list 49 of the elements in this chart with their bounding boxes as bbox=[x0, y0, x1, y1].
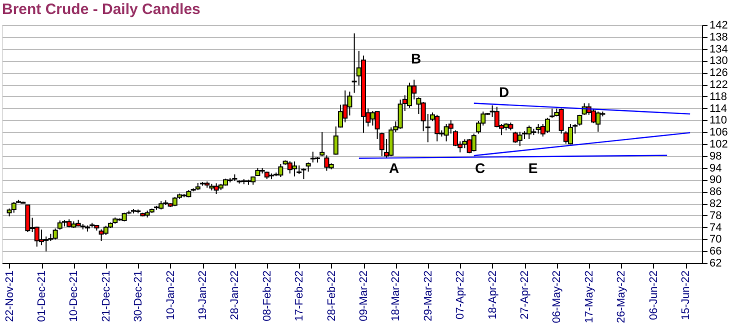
y-tick-label: 110 bbox=[710, 114, 728, 127]
y-tick-label: 130 bbox=[710, 55, 728, 68]
x-tick-label: 19-Jan-22 bbox=[197, 270, 209, 320]
y-tick-label: 126 bbox=[710, 67, 728, 80]
y-tick-label: 94 bbox=[710, 162, 722, 174]
x-tick-label: 08-Feb-22 bbox=[261, 270, 274, 322]
y-tick-label: 78 bbox=[710, 210, 722, 222]
y-tick-label: 98 bbox=[710, 150, 722, 162]
chart-title: Brent Crude - Daily Candles bbox=[2, 1, 200, 18]
y-tick-label: 134 bbox=[710, 43, 728, 56]
annotation: C bbox=[474, 160, 486, 176]
x-tick-label: 06-May-22 bbox=[551, 270, 564, 324]
x-tick-label: 26-May-22 bbox=[616, 270, 628, 324]
x-tick-label: 09-Mar-22 bbox=[358, 270, 370, 322]
x-tick-label: 28-Jan-22 bbox=[229, 270, 242, 320]
x-tick-label: 27-Apr-22 bbox=[519, 270, 531, 320]
x-tick-label: 18-Apr-22 bbox=[486, 270, 499, 320]
x-tick-label: 17-Feb-22 bbox=[294, 270, 306, 322]
annotation: B bbox=[410, 50, 422, 66]
x-tick-label: 21-Dec-21 bbox=[100, 270, 112, 322]
annotation: D bbox=[498, 84, 510, 100]
y-tick-label: 90 bbox=[710, 174, 722, 186]
x-tick-label: 01-Dec-21 bbox=[36, 270, 48, 322]
y-tick-label: 66 bbox=[710, 246, 722, 258]
x-tick-label: 22-Nov-21 bbox=[4, 270, 16, 322]
y-tick-label: 102 bbox=[710, 138, 728, 150]
y-tick-label: 62 bbox=[710, 258, 722, 270]
x-tick-label: 30-Dec-21 bbox=[132, 270, 145, 322]
x-tick-label: 28-Feb-22 bbox=[326, 270, 338, 322]
y-tick-label: 70 bbox=[710, 234, 722, 246]
y-tick-label: 82 bbox=[710, 198, 722, 210]
x-tick-label: 07-Apr-22 bbox=[454, 270, 467, 320]
x-tick-label: 15-Jun-22 bbox=[680, 270, 692, 320]
x-tick-label: 17-May-22 bbox=[583, 270, 596, 324]
annotation: E bbox=[528, 160, 538, 176]
x-tick-label: 10-Jan-22 bbox=[164, 270, 177, 320]
y-tick-label: 118 bbox=[710, 90, 728, 103]
x-tick-label: 10-Dec-21 bbox=[68, 270, 80, 322]
x-tick-label: 06-Jun-22 bbox=[648, 270, 660, 320]
y-tick-label: 142 bbox=[710, 20, 728, 32]
y-tick-label: 74 bbox=[710, 222, 722, 234]
y-tick-label: 106 bbox=[710, 126, 728, 139]
y-tick-label: 122 bbox=[710, 79, 728, 91]
x-tick-label: 18-Mar-22 bbox=[390, 270, 402, 322]
x-tick-label: 29-Mar-22 bbox=[422, 270, 434, 322]
y-tick-label: 86 bbox=[710, 186, 722, 198]
annotation: A bbox=[388, 160, 400, 176]
y-tick-label: 138 bbox=[710, 31, 728, 44]
y-tick-label: 114 bbox=[710, 102, 728, 115]
